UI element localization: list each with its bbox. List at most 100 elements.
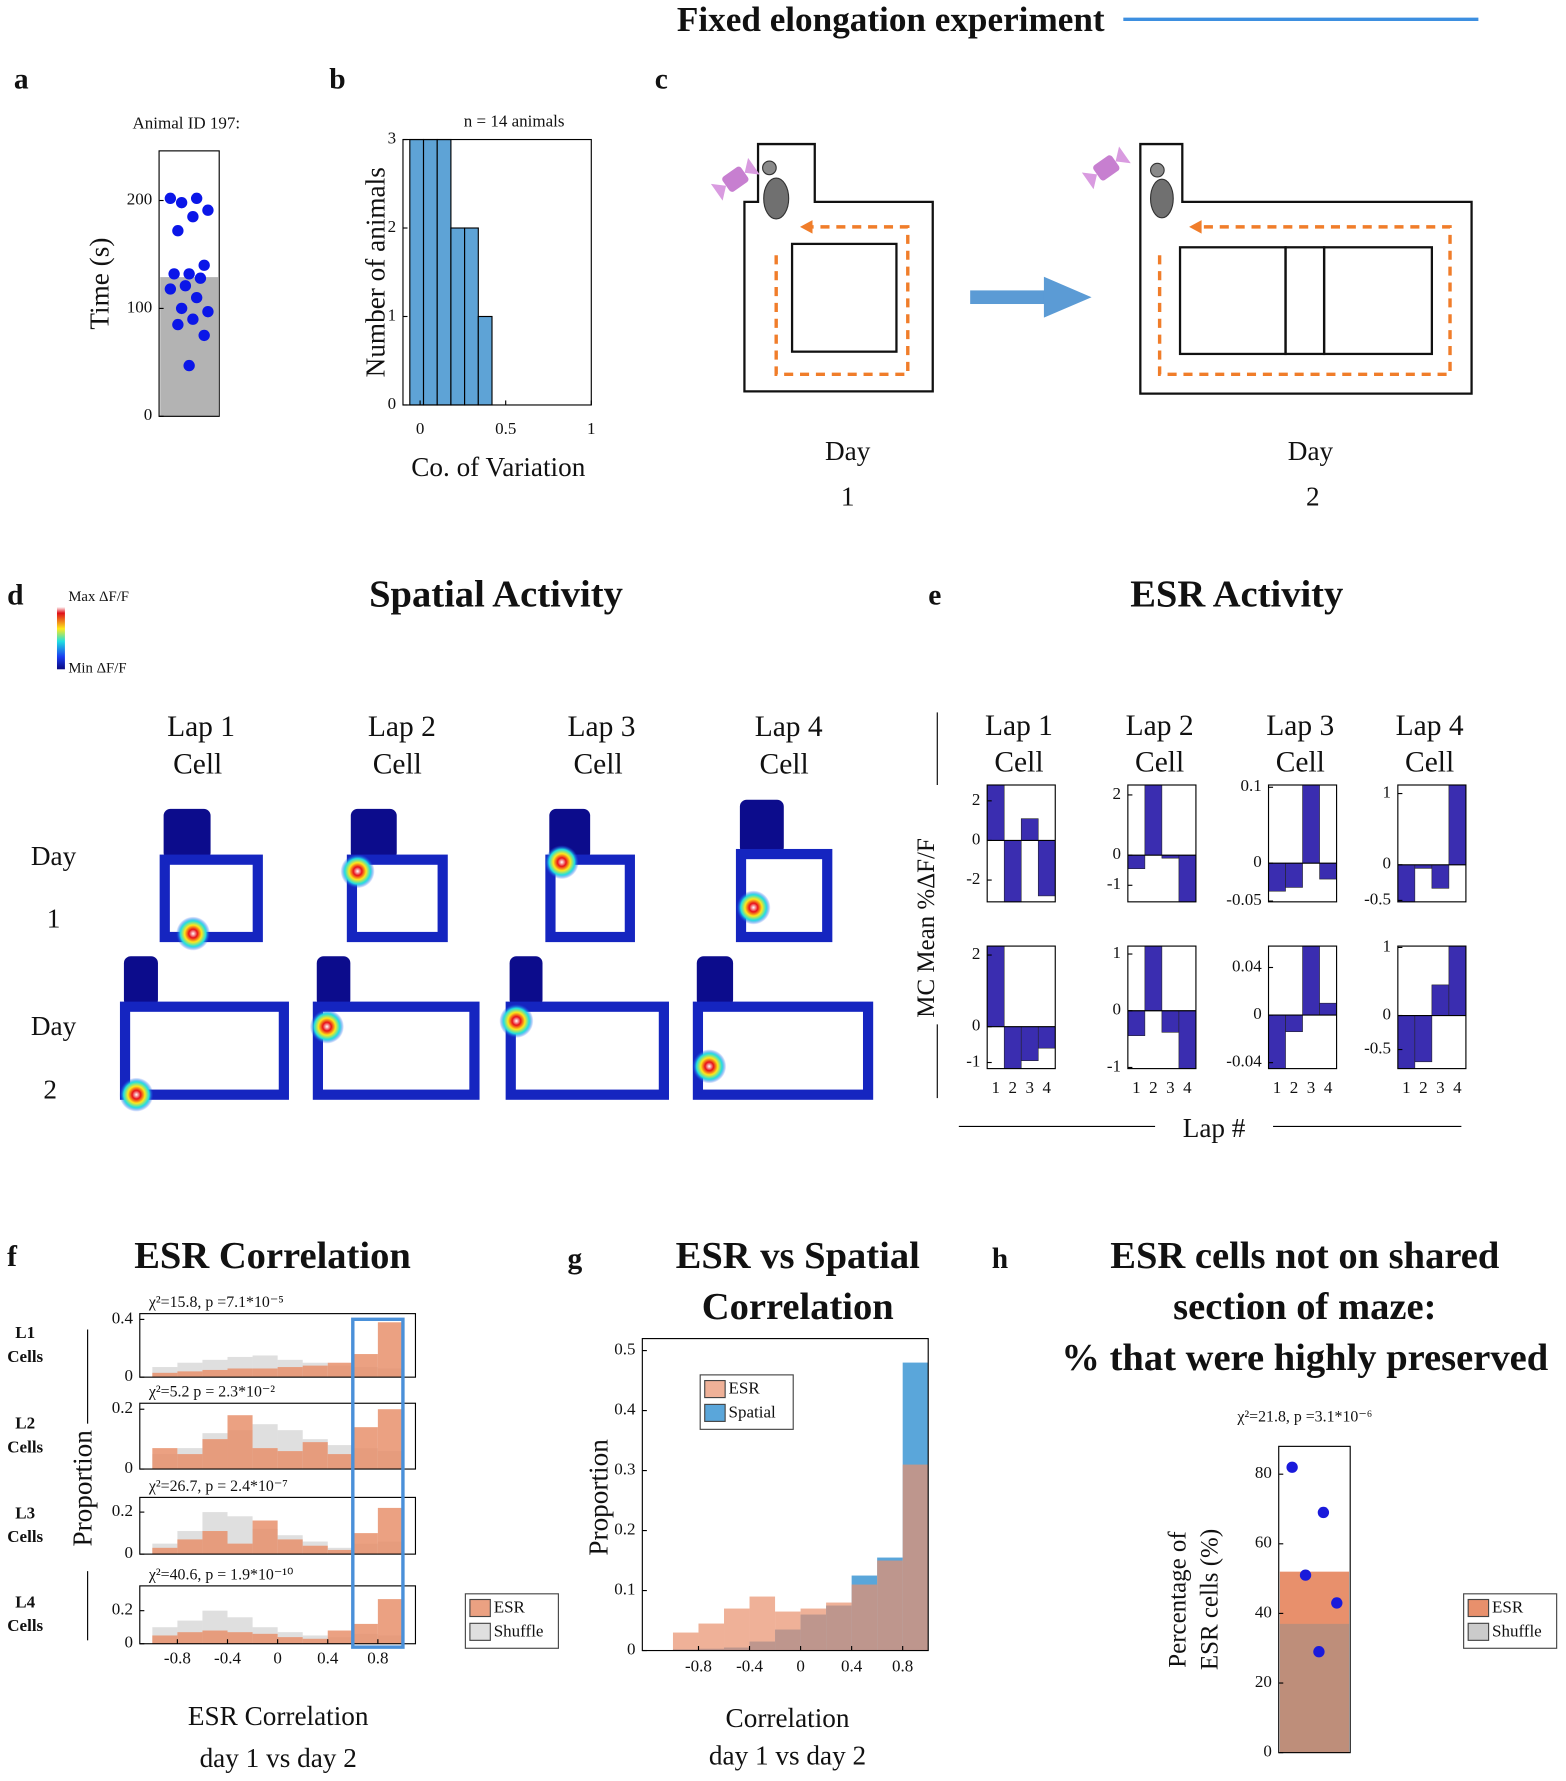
column-title: Cell bbox=[1405, 746, 1454, 778]
bar bbox=[826, 1602, 852, 1651]
chart-title: section of maze: bbox=[1173, 1286, 1436, 1328]
y-tick-label: 3 bbox=[388, 128, 397, 147]
candy-icon bbox=[710, 157, 760, 201]
colorbar bbox=[56, 606, 65, 670]
y-tick-label: 20 bbox=[1255, 1672, 1272, 1691]
y-tick-label: 0.1 bbox=[614, 1579, 635, 1598]
row-label: Cells bbox=[7, 1347, 43, 1366]
data-point bbox=[194, 272, 207, 284]
x-tick-label: 0.8 bbox=[892, 1656, 913, 1675]
plot-frame bbox=[402, 138, 592, 406]
data-point bbox=[168, 268, 180, 280]
heatmap-track bbox=[119, 1001, 289, 1100]
bar bbox=[152, 1448, 178, 1470]
bar bbox=[1144, 945, 1163, 1012]
bar bbox=[1302, 945, 1320, 1016]
y-axis-label: Time (s) bbox=[85, 238, 115, 330]
bar bbox=[327, 1630, 353, 1644]
column-title: Lap 1 bbox=[985, 710, 1053, 742]
data-point bbox=[187, 313, 199, 325]
legend-label: Spatial bbox=[729, 1402, 776, 1421]
chart-title: ESR cells not on shared bbox=[1110, 1235, 1499, 1277]
maze-inner bbox=[1284, 246, 1326, 356]
row-label: 1 bbox=[47, 903, 61, 933]
x-tick-label: 4 bbox=[1453, 1078, 1462, 1097]
row-label: L1 bbox=[15, 1323, 35, 1342]
row-label: Day bbox=[31, 841, 77, 871]
data-point bbox=[190, 291, 203, 304]
mouse-ear bbox=[762, 160, 777, 176]
heatmap-hotspot bbox=[499, 1003, 534, 1038]
panel-label: d bbox=[7, 580, 24, 612]
y-tick-label: 0 bbox=[144, 405, 153, 424]
bar bbox=[1319, 862, 1337, 880]
heatmap-hotspot bbox=[736, 890, 771, 925]
highlight-box bbox=[351, 1317, 405, 1649]
plot-frame bbox=[1397, 784, 1467, 903]
x-axis-label: day 1 vs day 2 bbox=[709, 1741, 866, 1771]
y-tick-label: 0 bbox=[388, 394, 397, 413]
x-tick-label: 1 bbox=[1402, 1078, 1411, 1097]
maze-outline bbox=[743, 142, 934, 393]
column-title: Cell bbox=[1276, 746, 1325, 778]
data-point bbox=[175, 302, 188, 315]
data-point bbox=[164, 192, 177, 205]
row-label: Cells bbox=[7, 1616, 43, 1635]
y-tick-label: 0 bbox=[972, 829, 981, 848]
bar bbox=[1037, 840, 1056, 897]
panel-label: a bbox=[14, 63, 29, 95]
y-tick-label: 0.2 bbox=[112, 1398, 133, 1417]
column-title: Lap 4 bbox=[755, 711, 823, 743]
heatmap-hotspot bbox=[176, 916, 211, 951]
y-tick-label: 1 bbox=[1383, 782, 1392, 801]
x-tick-label: 1 bbox=[587, 419, 596, 438]
bar bbox=[202, 1439, 228, 1470]
y-tick-label: 0 bbox=[1253, 852, 1262, 871]
y-tick-label: 1 bbox=[1113, 943, 1122, 962]
bar bbox=[177, 1454, 203, 1470]
plot-frame bbox=[1397, 945, 1467, 1070]
column-title: Lap 2 bbox=[368, 711, 436, 743]
plot-frame bbox=[986, 945, 1056, 1070]
bar bbox=[160, 277, 219, 417]
bar bbox=[352, 1427, 378, 1470]
trail bbox=[1157, 225, 1452, 377]
x-tick-label: 0 bbox=[416, 419, 425, 438]
heatmap-start-area bbox=[123, 956, 158, 1007]
bar bbox=[1285, 862, 1303, 888]
row-label: L2 bbox=[15, 1414, 35, 1433]
annotation: χ²=5.2 p = 2.3*10⁻² bbox=[148, 1384, 275, 1401]
y-tick-label: -1 bbox=[966, 1051, 980, 1070]
bar bbox=[986, 784, 1005, 841]
y-tick-label: -0.05 bbox=[1226, 890, 1261, 909]
bar bbox=[1397, 1015, 1416, 1069]
column-title: Lap 3 bbox=[568, 711, 636, 743]
colorbar-label: Min ΔF/F bbox=[68, 661, 126, 677]
data-point bbox=[183, 359, 195, 372]
bar bbox=[277, 1367, 303, 1378]
y-tick-label: -0.5 bbox=[1364, 1038, 1391, 1057]
x-tick-label: 4 bbox=[1042, 1078, 1051, 1097]
y-axis-label: ESR cells (%) bbox=[1197, 1529, 1224, 1670]
legend-swatch bbox=[469, 1598, 491, 1618]
data-point bbox=[202, 204, 214, 216]
heatmap-hotspot bbox=[544, 845, 579, 880]
chart-title: n = 14 animals bbox=[464, 111, 565, 130]
bar bbox=[1020, 818, 1039, 841]
data-point bbox=[187, 211, 199, 223]
column-title: Lap 1 bbox=[167, 711, 235, 743]
row-label: Cells bbox=[7, 1438, 43, 1457]
x-tick-label: 0.8 bbox=[367, 1649, 388, 1668]
bar bbox=[1178, 854, 1197, 903]
heatmap-start-area bbox=[739, 799, 784, 855]
bar bbox=[327, 1549, 353, 1555]
figure-title: Fixed elongation experiment bbox=[677, 0, 1105, 39]
legend-label: ESR bbox=[729, 1379, 761, 1398]
bar bbox=[986, 945, 1005, 1027]
panel-label: h bbox=[992, 1243, 1008, 1275]
panel-title: ESR Correlation bbox=[134, 1235, 411, 1277]
candy-icon bbox=[1081, 146, 1131, 190]
column-title: Lap 2 bbox=[1126, 710, 1194, 742]
maze-outline bbox=[1139, 142, 1473, 395]
y-tick-label: 0.1 bbox=[1240, 776, 1261, 795]
